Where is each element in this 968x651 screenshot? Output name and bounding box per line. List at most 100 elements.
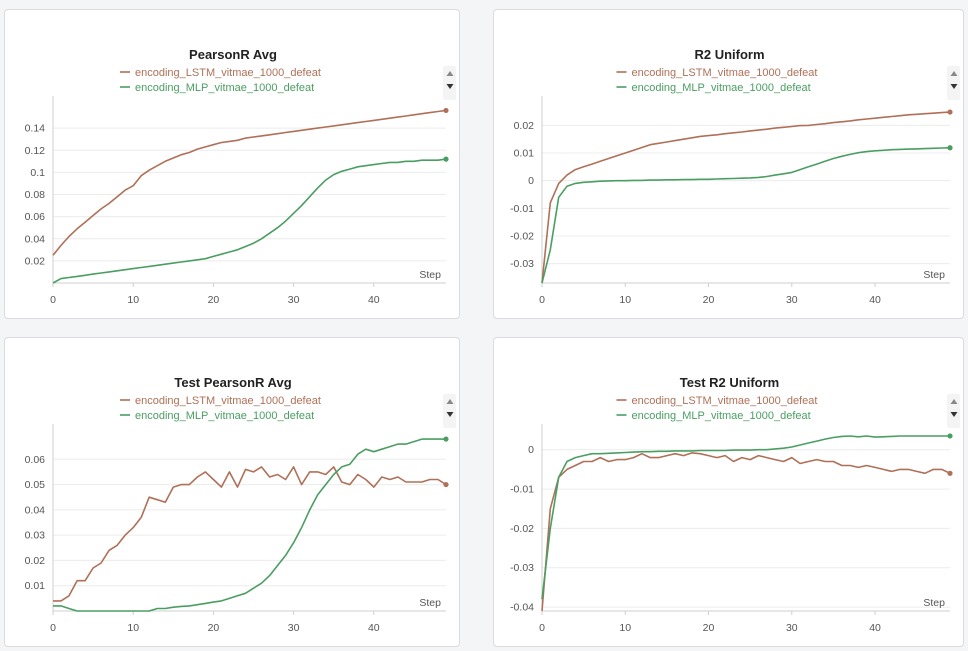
y-tick-label: -0.01: [510, 203, 534, 215]
series-line[interactable]: [52, 109, 447, 256]
legend-label: encoding_LSTM_vitmae_1000_defeat: [135, 67, 321, 79]
legend-label: encoding_MLP_vitmae_1000_defeat: [632, 82, 811, 94]
y-tick-label: -0.01: [510, 484, 534, 496]
y-tick-label: 0.01: [514, 148, 535, 160]
series-end-point[interactable]: [947, 109, 953, 115]
series-end-point[interactable]: [947, 433, 953, 439]
x-axis-label: Step: [923, 269, 945, 281]
legend-label: encoding_LSTM_vitmae_1000_defeat: [632, 67, 818, 79]
y-tick-label: -0.02: [510, 523, 534, 535]
series-line[interactable]: [541, 111, 951, 284]
series-line[interactable]: [53, 466, 447, 602]
series-end-point[interactable]: [443, 156, 449, 162]
y-tick-label: 0.06: [25, 211, 46, 223]
legend-item[interactable]: encoding_MLP_vitmae_1000_defeat: [120, 82, 314, 94]
series-end-point[interactable]: [947, 470, 953, 476]
x-tick-label: 0: [50, 294, 56, 306]
scroll-up-icon[interactable]: [950, 399, 958, 404]
chart-panel-r2-uniform: R2 Uniform encoding_LSTM_vitmae_1000_defe…: [493, 9, 964, 319]
chart-panel-test-pearsonr-avg: Test PearsonR Avg encoding_LSTM_vitmae_10…: [4, 337, 460, 647]
legend-scrollbar[interactable]: [947, 66, 960, 100]
legend-item[interactable]: encoding_LSTM_vitmae_1000_defeat: [616, 67, 818, 79]
x-tick-label: 10: [619, 622, 631, 634]
scroll-down-icon[interactable]: [446, 84, 454, 89]
y-tick-label: 0.04: [25, 233, 46, 245]
y-tick-label: 0.05: [25, 479, 46, 491]
y-tick-label: 0.06: [25, 454, 46, 466]
legend-label: encoding_MLP_vitmae_1000_defeat: [135, 82, 314, 94]
series-line[interactable]: [541, 435, 950, 600]
x-tick-label: 10: [127, 294, 139, 306]
x-tick-label: 30: [786, 294, 798, 306]
chart-svg-1: R2 Uniform encoding_LSTM_vitmae_1000_defe…: [510, 47, 960, 306]
legend-item[interactable]: encoding_MLP_vitmae_1000_defeat: [120, 410, 314, 422]
chart-title: Test PearsonR Avg: [174, 375, 291, 390]
chart-svg-3: Test R2 Uniform encoding_LSTM_vitmae_1000…: [510, 375, 960, 634]
chart-title: PearsonR Avg: [189, 47, 277, 62]
y-tick-label: 0.02: [25, 555, 46, 567]
x-tick-label: 40: [368, 622, 380, 634]
x-axis-label: Step: [923, 597, 945, 609]
series-end-point[interactable]: [443, 107, 449, 114]
series-line[interactable]: [53, 438, 446, 612]
series-line[interactable]: [541, 452, 951, 612]
x-tick-label: 20: [703, 294, 715, 306]
scroll-up-icon[interactable]: [950, 71, 958, 76]
legend-label: encoding_MLP_vitmae_1000_defeat: [632, 410, 811, 422]
legend-scrollbar[interactable]: [443, 66, 456, 100]
legend-label: encoding_LSTM_vitmae_1000_defeat: [632, 395, 818, 407]
y-tick-label: 0.02: [25, 255, 46, 267]
legend-scrollbar[interactable]: [947, 394, 960, 428]
x-tick-label: 20: [208, 294, 220, 306]
chart-svg-0: PearsonR Avg encoding_LSTM_vitmae_1000_de…: [25, 47, 456, 306]
legend-scrollbar[interactable]: [443, 394, 456, 428]
legend-item[interactable]: encoding_MLP_vitmae_1000_defeat: [616, 410, 811, 422]
legend-label: encoding_MLP_vitmae_1000_defeat: [135, 410, 314, 422]
series-line[interactable]: [541, 147, 951, 284]
x-tick-label: 20: [208, 622, 220, 634]
y-tick-label: 0: [528, 444, 534, 456]
chart-panel-test-r2-uniform: Test R2 Uniform encoding_LSTM_vitmae_1000…: [493, 337, 964, 647]
y-tick-label: -0.02: [510, 230, 534, 242]
series-end-point[interactable]: [443, 436, 449, 442]
scroll-up-icon[interactable]: [446, 71, 454, 76]
x-tick-label: 30: [288, 294, 300, 306]
x-tick-label: 0: [539, 294, 545, 306]
scroll-up-icon[interactable]: [446, 399, 454, 404]
x-tick-label: 10: [127, 622, 139, 634]
y-tick-label: 0.02: [514, 120, 535, 132]
legend-label: encoding_LSTM_vitmae_1000_defeat: [135, 395, 321, 407]
x-tick-label: 40: [368, 294, 380, 306]
y-tick-label: -0.03: [510, 562, 534, 574]
legend-item[interactable]: encoding_MLP_vitmae_1000_defeat: [616, 82, 811, 94]
y-tick-label: 0.01: [25, 580, 46, 592]
series-end-point[interactable]: [947, 145, 953, 151]
y-tick-label: -0.03: [510, 258, 534, 270]
x-tick-label: 40: [869, 294, 881, 306]
y-tick-label: 0.1: [30, 167, 45, 179]
legend-item[interactable]: encoding_LSTM_vitmae_1000_defeat: [120, 67, 321, 79]
series-end-point[interactable]: [443, 481, 449, 488]
x-tick-label: 0: [539, 622, 545, 634]
y-tick-label: 0: [528, 175, 534, 187]
y-tick-label: 0.03: [25, 530, 46, 542]
y-tick-label: 0.14: [25, 123, 46, 135]
scroll-down-icon[interactable]: [950, 412, 958, 417]
y-tick-label: 0.12: [25, 145, 46, 157]
chart-title: Test R2 Uniform: [680, 375, 779, 390]
chart-panel-pearsonr-avg: PearsonR Avg encoding_LSTM_vitmae_1000_de…: [4, 9, 460, 319]
legend-item[interactable]: encoding_LSTM_vitmae_1000_defeat: [120, 395, 321, 407]
y-tick-label: 0.08: [25, 189, 46, 201]
x-tick-label: 30: [288, 622, 300, 634]
x-tick-label: 20: [703, 622, 715, 634]
y-tick-label: -0.04: [510, 602, 534, 614]
series-line[interactable]: [52, 158, 447, 284]
x-axis-label: Step: [419, 597, 441, 609]
scroll-down-icon[interactable]: [950, 84, 958, 89]
legend-item[interactable]: encoding_LSTM_vitmae_1000_defeat: [616, 395, 818, 407]
x-axis-label: Step: [419, 269, 441, 281]
y-tick-label: 0.04: [25, 504, 46, 516]
x-tick-label: 0: [50, 622, 56, 634]
scroll-down-icon[interactable]: [446, 412, 454, 417]
x-tick-label: 10: [619, 294, 631, 306]
